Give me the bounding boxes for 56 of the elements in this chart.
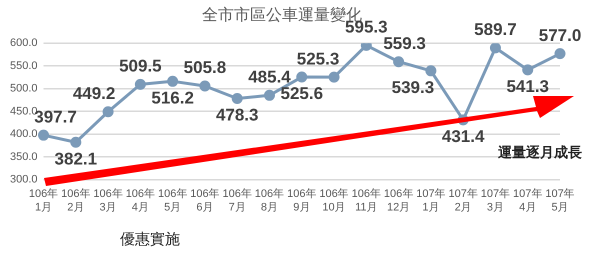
y-tick-label: 450.0 [10, 105, 38, 118]
x-tick-label: 106年 10月 [319, 188, 349, 214]
point [264, 90, 275, 101]
point [328, 72, 340, 83]
point [490, 43, 501, 54]
point [199, 80, 210, 92]
text: 509.5 [119, 56, 162, 76]
x-tick-label: 106年 2月 [61, 188, 90, 214]
x-tick-label: 106年 7月 [222, 188, 252, 214]
point [554, 48, 566, 60]
y-tick-label: 350.0 [10, 150, 38, 163]
x-tick-label: 107年 1月 [416, 188, 446, 214]
x-tick-label: 107年 2月 [448, 188, 478, 214]
point [296, 72, 308, 83]
point [425, 65, 436, 76]
text: 577.0 [538, 26, 582, 45]
text: 541.3 [506, 77, 549, 96]
point [70, 136, 82, 148]
text: 516.2 [151, 88, 194, 108]
x-tick-label: 106年 12月 [384, 188, 414, 214]
text: 539.3 [392, 78, 434, 97]
x-tick-label: 106年 11月 [352, 188, 381, 214]
annotation: 運量逐月成長 [498, 144, 582, 162]
point [167, 76, 178, 87]
point [232, 93, 243, 104]
x-tick-label: 106年 1月 [28, 188, 58, 214]
x-tick-label: 107年 5月 [545, 188, 575, 214]
x-tick-label: 107年 4月 [513, 188, 542, 214]
text: 478.3 [216, 106, 258, 125]
text: 485.4 [248, 67, 291, 86]
text: 382.1 [54, 149, 98, 168]
y-tick-label: 550.0 [10, 60, 38, 72]
point [522, 64, 534, 76]
y-tick-label: 300.0 [10, 174, 38, 186]
point [134, 78, 146, 90]
text: 449.2 [72, 84, 116, 103]
text: 525.6 [280, 84, 324, 104]
x-tick-label: 106年 6月 [190, 188, 220, 214]
text: 589.7 [474, 20, 517, 40]
text: 559.3 [383, 34, 426, 53]
text: 431.4 [442, 127, 484, 146]
point [38, 130, 50, 141]
text: 525.3 [296, 49, 340, 68]
y-tick-label: 600.0 [10, 37, 38, 50]
x-tick-label: 106年 5月 [158, 188, 188, 214]
point [393, 56, 404, 68]
y-tick-label: 400.0 [10, 128, 38, 140]
y-tick-label: 500.0 [10, 82, 38, 95]
x-tick-label: 106年 9月 [287, 188, 316, 214]
text: 優惠實施 [120, 230, 180, 249]
x-tick-label: 106年 3月 [93, 188, 123, 214]
text: 505.8 [184, 58, 226, 78]
point [102, 106, 114, 118]
x-tick-label: 106年 4月 [126, 188, 156, 214]
x-tick-label: 106年 8月 [254, 188, 284, 214]
x-tick-label: 107年 3月 [480, 188, 510, 214]
